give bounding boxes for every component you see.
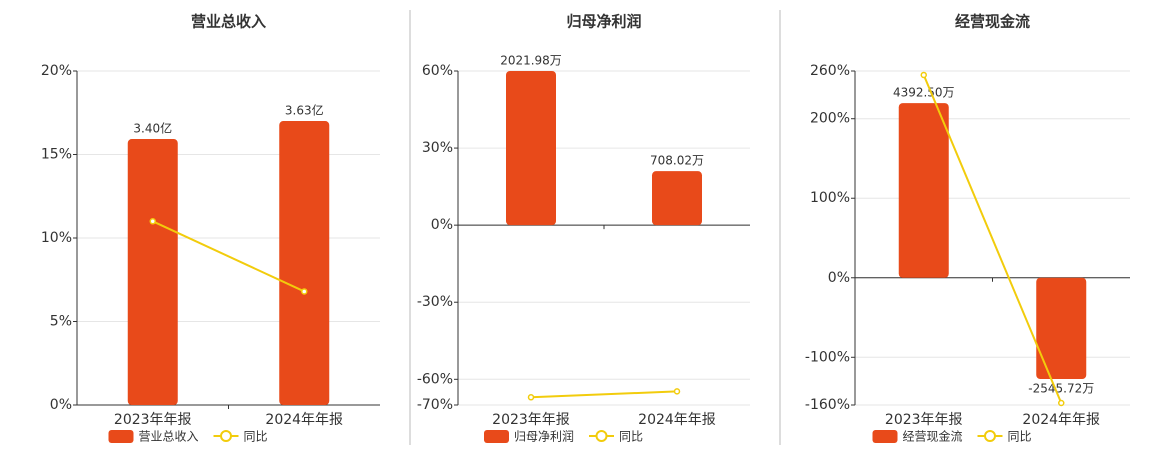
y-tick-label: 100% (810, 190, 850, 206)
legend-label: 同比 (244, 430, 268, 444)
point (149, 218, 156, 225)
y-tick-label: 260% (810, 63, 850, 79)
value-label: 2021.98万 (500, 54, 562, 68)
y-tick-label: 15% (41, 147, 72, 163)
legend-marker (220, 430, 232, 442)
value-label: 4392.50万 (893, 86, 955, 100)
x-tick-label: 2023年年报 (885, 412, 963, 428)
y-tick-label: 5% (50, 314, 72, 330)
line (530, 390, 678, 399)
legend-label: 营业总收入 (139, 430, 199, 444)
y-tick-label: 0% (50, 397, 72, 413)
y-tick-label: -160% (805, 397, 850, 413)
legend-swatch (872, 430, 898, 443)
y-tick-label: 10% (41, 230, 72, 246)
y-tick-label: -70% (417, 397, 453, 413)
x-tick-label: 2024年年报 (265, 412, 343, 428)
legend-marker (984, 430, 996, 442)
chart-title: 归母净利润 (566, 13, 641, 31)
value-label: 3.40亿 (133, 121, 172, 136)
value-label: 708.02万 (650, 154, 704, 168)
y-tick-label: 30% (422, 140, 453, 156)
point (301, 288, 308, 295)
legend-swatch (484, 430, 509, 443)
y-tick-label: -100% (805, 349, 850, 365)
y-tick-label: 60% (422, 63, 453, 79)
y-tick-label: 20% (41, 63, 72, 79)
y-tick-label: 0% (828, 270, 850, 286)
bar (898, 103, 949, 278)
bar (127, 139, 178, 406)
point (920, 71, 927, 79)
y-tick-label: -60% (417, 371, 453, 387)
point (527, 394, 535, 401)
x-tick-label: 2023年年报 (114, 412, 192, 428)
x-tick-label: 2024年年报 (1022, 412, 1100, 428)
chart-title: 经营现金流 (955, 13, 1030, 31)
line (152, 220, 305, 293)
legend-label: 同比 (619, 430, 643, 444)
value-label: -2545.72万 (1028, 381, 1094, 395)
y-tick-label: 0% (431, 217, 453, 233)
x-tick-label: 2024年年报 (638, 412, 716, 428)
legend-label: 经营现金流 (903, 429, 963, 444)
legend-label: 同比 (1008, 430, 1032, 444)
line (922, 74, 1063, 404)
bar (506, 71, 556, 226)
point (673, 388, 681, 395)
x-tick-label: 2023年年报 (492, 412, 570, 428)
legend-label: 归母净利润 (514, 430, 574, 444)
legend-swatch (108, 430, 134, 443)
y-tick-label: -30% (417, 294, 453, 310)
y-tick-label: 200% (810, 111, 850, 127)
chart-title: 营业总收入 (191, 13, 266, 31)
bar (652, 171, 702, 226)
point (1058, 399, 1065, 407)
bar (1036, 277, 1087, 379)
legend-marker (595, 430, 608, 442)
value-label: 3.63亿 (285, 103, 324, 118)
bar (279, 121, 330, 406)
